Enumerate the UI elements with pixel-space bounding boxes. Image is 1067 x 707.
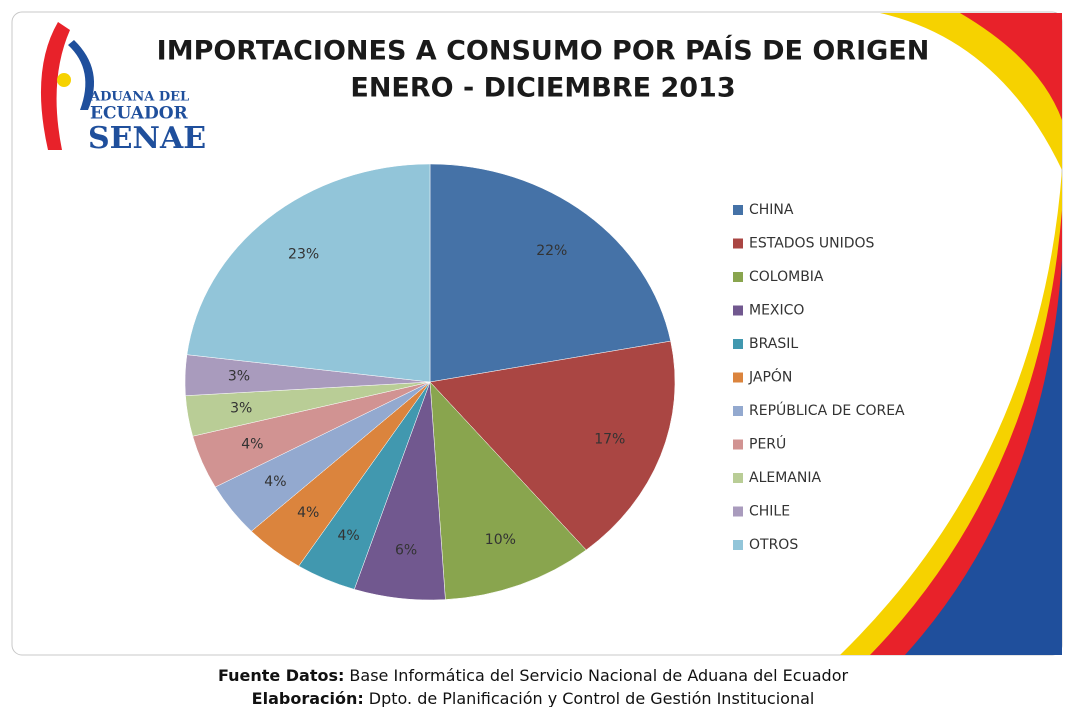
chart-title: IMPORTACIONES A CONSUMO POR PAÍS DE ORIG… <box>157 35 930 67</box>
logo-dot <box>57 73 71 87</box>
footer-text: Dpto. de Planificación y Control de Gest… <box>369 689 815 707</box>
footer-line: Elaboración: Dpto. de Planificación y Con… <box>252 689 815 707</box>
data-label: 6% <box>395 543 417 559</box>
legend-label: OTROS <box>749 537 798 553</box>
data-label: 4% <box>241 437 263 453</box>
footer-text: Base Informática del Servicio Nacional d… <box>349 666 848 685</box>
legend-label: COLOMBIA <box>749 269 824 285</box>
chart-subtitle: ENERO - DICIEMBRE 2013 <box>350 73 735 104</box>
legend-swatch <box>733 205 743 215</box>
legend-label: BRASIL <box>749 336 798 352</box>
data-label: 22% <box>536 243 567 259</box>
legend-label: ALEMANIA <box>749 470 821 486</box>
data-label: 23% <box>288 246 319 262</box>
legend-swatch <box>733 507 743 517</box>
data-label: 4% <box>297 505 319 521</box>
data-label: 17% <box>594 432 625 448</box>
legend-swatch <box>733 473 743 483</box>
legend-swatch <box>733 239 743 249</box>
data-label: 3% <box>228 369 250 385</box>
legend-swatch <box>733 440 743 450</box>
legend-label: CHINA <box>749 202 794 218</box>
legend-label: MEXICO <box>749 303 804 319</box>
data-label: 10% <box>485 532 516 548</box>
legend-swatch <box>733 272 743 282</box>
legend-label: CHILE <box>749 504 790 520</box>
logo-text: ADUANA DEL <box>89 90 189 105</box>
legend-swatch <box>733 373 743 383</box>
legend-swatch <box>733 406 743 416</box>
legend-label: PERÚ <box>749 435 786 453</box>
footer-label: Elaboración: <box>252 689 364 707</box>
legend-label: ESTADOS UNIDOS <box>749 236 875 252</box>
footer-label: Fuente Datos: <box>218 666 344 685</box>
legend-label: REPÚBLICA DE COREA <box>749 401 905 419</box>
legend-swatch <box>733 306 743 316</box>
data-label: 3% <box>230 401 252 417</box>
slide: ADUANA DEL ECUADOR SENAE IMPORTACIONES A… <box>0 0 1067 707</box>
legend-swatch <box>733 339 743 349</box>
footer-line: Fuente Datos: Base Informática del Servic… <box>218 666 849 685</box>
data-label: 4% <box>338 528 360 544</box>
legend-label: JAPÓN <box>748 368 792 386</box>
data-label: 4% <box>264 474 286 490</box>
logo-text: SENAE <box>88 121 206 156</box>
legend-swatch <box>733 540 743 550</box>
